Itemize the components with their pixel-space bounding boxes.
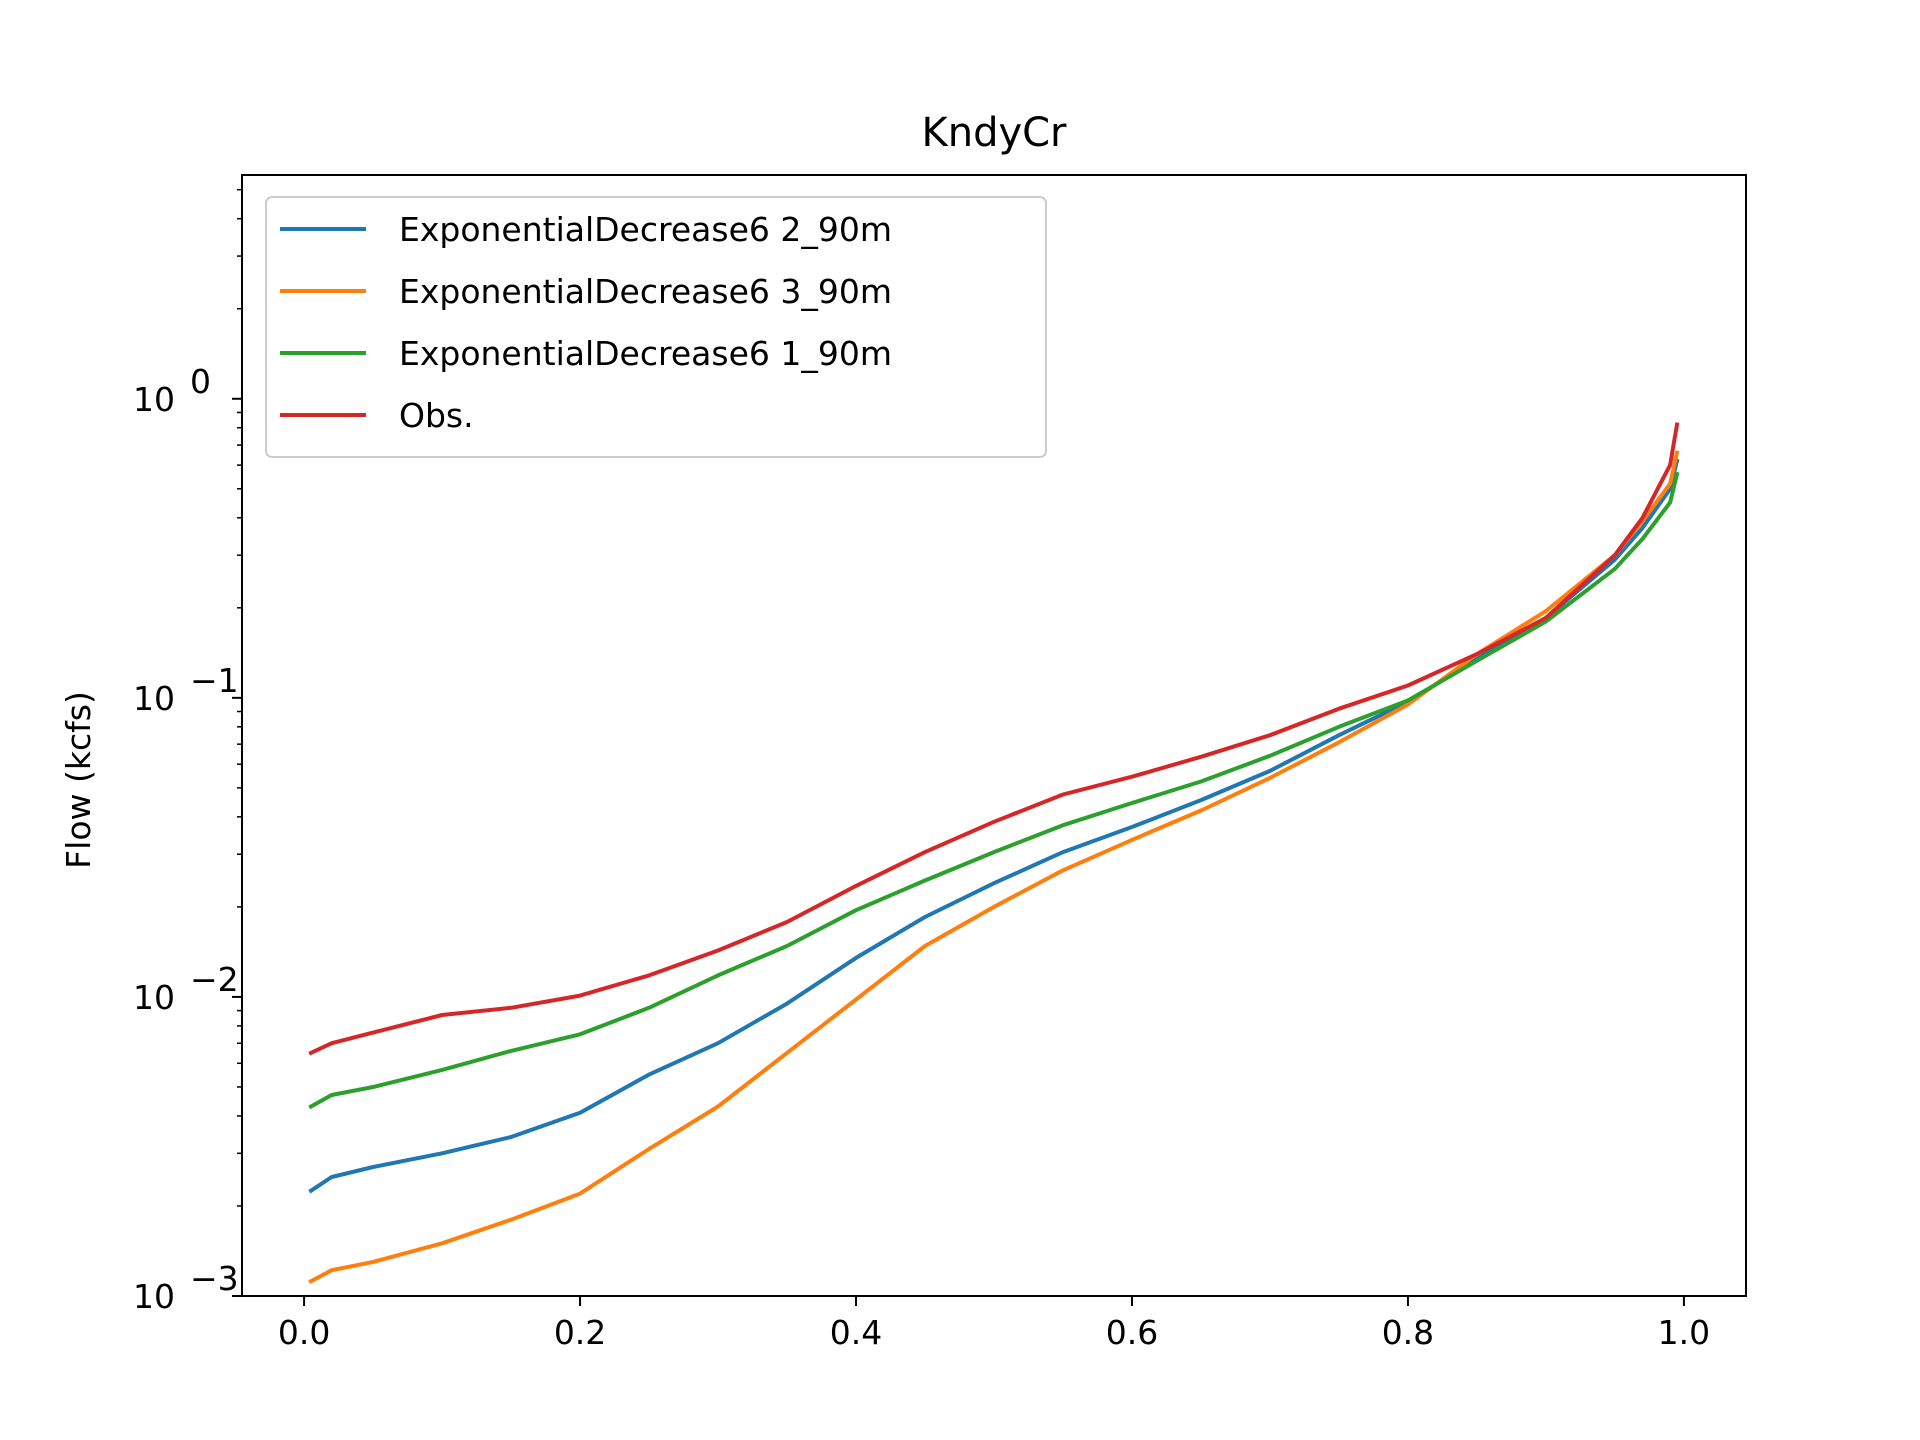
y-tick-label: 10 [133, 978, 175, 1017]
x-tick-label: 0.2 [554, 1313, 606, 1352]
y-tick-exponent: −2 [190, 960, 239, 999]
legend-label-1: ExponentialDecrease6 3_90m [399, 272, 892, 311]
y-tick-exponent: −1 [190, 661, 239, 700]
legend-label-2: ExponentialDecrease6 1_90m [399, 334, 892, 373]
legend-label-3: Obs. [399, 396, 474, 435]
x-tick-label: 0.4 [830, 1313, 882, 1352]
x-tick-label: 0.6 [1106, 1313, 1158, 1352]
x-tick-label: 0.0 [278, 1313, 330, 1352]
x-tick-label: 0.8 [1382, 1313, 1434, 1352]
x-tick-label: 1.0 [1658, 1313, 1710, 1352]
y-tick-label: 10 [133, 1277, 175, 1316]
series-line-2 [308, 471, 1680, 1110]
chart-title: KndyCr [921, 110, 1067, 156]
y-tick-exponent: 0 [190, 362, 211, 401]
legend-label-0: ExponentialDecrease6 2_90m [399, 210, 892, 249]
plot-frame [241, 174, 1747, 1297]
y-tick-exponent: −3 [190, 1259, 239, 1298]
y-tick-label: 10 [133, 679, 175, 718]
y-tick-label: 10 [133, 380, 175, 419]
series-line-1 [308, 450, 1680, 1285]
plot-area: 0.0 0.2 0.4 0.6 0.8 1.0 10 −3 10 −2 10 −1 10 0 Exponen… [133, 174, 1747, 1352]
legend-box [265, 196, 1047, 458]
y-axis-label: Flow (kcfs) [59, 691, 98, 869]
series-line-3 [308, 422, 1680, 1056]
